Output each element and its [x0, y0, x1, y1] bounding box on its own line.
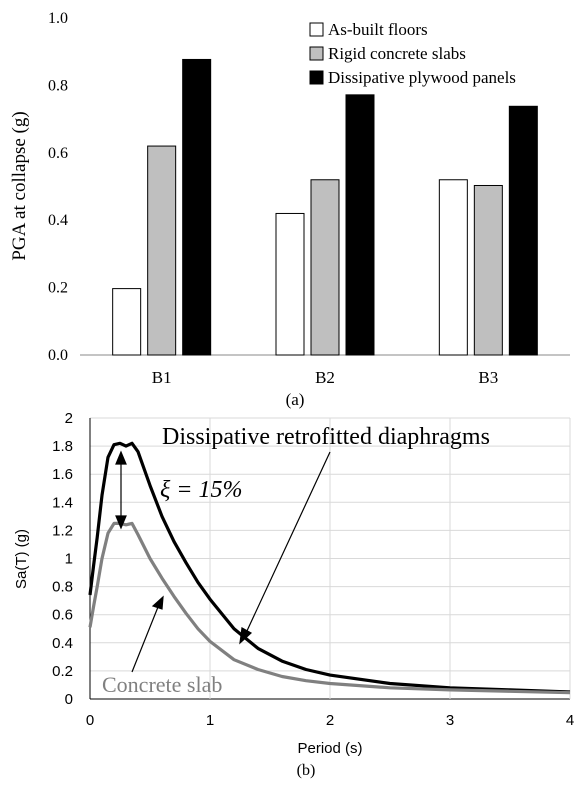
bar	[345, 94, 375, 356]
bar-chart-bars	[112, 58, 538, 356]
spectrum-chart-y-ticks: 0 0.2 0.4 0.6 0.8 1 1.2 1.4 1.6 1.8 2	[52, 410, 73, 708]
bar-chart-caption: (a)	[286, 390, 305, 409]
arrow-to-concrete-curve	[131, 606, 159, 673]
concrete-slab-line	[88, 521, 571, 695]
bar-chart-x-ticks: B1 B2 B3	[152, 368, 499, 387]
spectrum-chart-grid	[89, 417, 571, 700]
annotation-arrows	[115, 450, 331, 673]
y-tick-label: 0.0	[48, 347, 68, 364]
x-tick-label: B1	[152, 368, 172, 387]
dissipative-diaphragms-line	[88, 441, 571, 694]
x-tick-label: B3	[478, 368, 498, 387]
bar	[508, 105, 538, 356]
legend-swatch	[309, 46, 324, 61]
y-tick-label: 0.6	[48, 145, 68, 162]
spectrum-chart-y-axis-title: Sa(T) (g)	[13, 529, 30, 589]
bar	[112, 288, 142, 356]
annotation-concrete-slab: Concrete slab	[102, 672, 222, 697]
bar-chart-y-ticks: 0.0 0.2 0.4 0.6 0.8 1.0	[48, 10, 68, 364]
y-tick-label: 0.6	[52, 607, 73, 624]
bar	[310, 179, 340, 356]
x-tick-label: 3	[446, 712, 454, 729]
y-tick-label: 1.0	[48, 10, 68, 27]
spectrum-chart-x-ticks: 0 1 2 3 4	[86, 712, 574, 729]
y-tick-label: 0.8	[52, 579, 73, 596]
x-tick-label: 4	[566, 712, 574, 729]
x-tick-label: 1	[206, 712, 214, 729]
x-tick-label: 0	[86, 712, 94, 729]
spectrum-chart-lines	[88, 441, 571, 695]
bar	[438, 179, 468, 356]
y-tick-label: 0.2	[48, 280, 68, 297]
legend-swatch	[309, 70, 324, 85]
y-tick-label: 0.2	[52, 663, 73, 680]
legend-swatch	[309, 22, 324, 37]
spectrum-chart-caption: (b)	[297, 762, 316, 779]
annotation-dissipative-diaphragms: Dissipative retrofitted diaphragms	[162, 424, 490, 450]
bar	[275, 212, 305, 356]
y-tick-label: 1.8	[52, 438, 73, 455]
y-tick-label: 0	[65, 691, 73, 708]
legend-label: Dissipative plywood panels	[328, 68, 516, 87]
bar-chart-y-axis-title: PGA at collapse (g)	[9, 111, 30, 260]
x-tick-label: B2	[315, 368, 335, 387]
y-tick-label: 0.4	[52, 635, 73, 652]
legend-label: Rigid concrete slabs	[328, 44, 466, 63]
bar-chart-panel: 0.0 0.2 0.4 0.6 0.8 1.0 B1 B2 B3 PGA at collaps…	[9, 10, 570, 409]
y-tick-label: 1.6	[52, 466, 73, 483]
bar	[147, 145, 177, 356]
y-tick-label: 2	[65, 410, 73, 427]
spectrum-chart-panel: 0 0.2 0.4 0.6 0.8 1 1.2 1.4 1.6 1.8 2 0 1 2 3 4 Sa(T) …	[13, 410, 574, 779]
bar	[182, 58, 212, 356]
arrowhead-bottom	[115, 515, 127, 530]
y-tick-label: 1.4	[52, 494, 73, 511]
spectrum-chart-x-axis-title: Period (s)	[297, 740, 362, 757]
y-tick-label: 1	[65, 551, 73, 568]
arrowhead-dissipative	[239, 627, 253, 645]
x-tick-label: 2	[326, 712, 334, 729]
y-tick-label: 0.8	[48, 77, 68, 94]
arrow-to-dissipative-curve	[245, 451, 331, 634]
y-tick-label: 0.4	[48, 212, 68, 229]
arrowhead-top	[115, 450, 127, 465]
bar	[473, 184, 503, 356]
annotation-damping-ratio: ξ = 15%	[160, 477, 242, 503]
legend-label: As-built floors	[328, 20, 428, 39]
arrowhead-concrete	[151, 595, 164, 610]
y-tick-label: 1.2	[52, 522, 73, 539]
bar-chart-legend: As-built floors Rigid concrete slabs Dissi…	[309, 20, 516, 87]
